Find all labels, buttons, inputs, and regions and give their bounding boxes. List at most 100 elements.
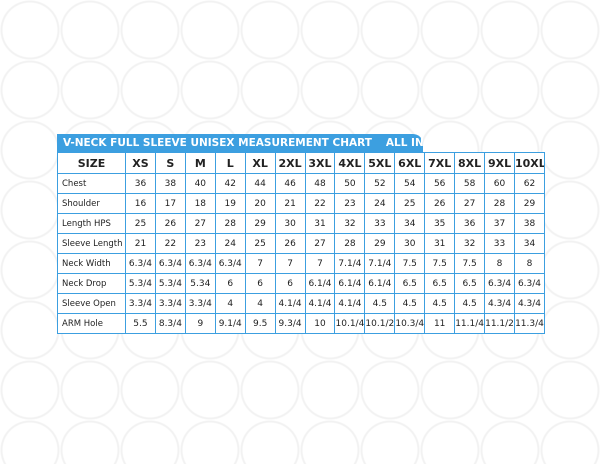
- cell: 4: [214, 293, 246, 314]
- cell: 30: [274, 213, 306, 234]
- cell: 6: [274, 273, 306, 294]
- column-header: M: [184, 152, 216, 174]
- cell: 8: [484, 253, 515, 274]
- cell: 6.5: [454, 273, 486, 294]
- cell: 28: [214, 213, 246, 234]
- cell: 33: [484, 233, 515, 254]
- cell: 4.3/4: [513, 293, 546, 314]
- title-tab: V-NECK FULL SLEEVE UNISEX MEASUREMENT CH…: [57, 134, 471, 152]
- cell: 6: [214, 273, 246, 294]
- cell: 6.3/4: [214, 253, 246, 274]
- cell: 46: [274, 173, 306, 194]
- row-label: Shoulder: [57, 193, 126, 214]
- cell: 20: [244, 193, 276, 214]
- cell: 6.3/4: [484, 273, 515, 294]
- column-header: 4XL: [334, 152, 366, 174]
- cell: 6.1/4: [304, 273, 336, 294]
- cell: 7.1/4: [334, 253, 366, 274]
- cell: 7: [274, 253, 306, 274]
- cell: 18: [184, 193, 216, 214]
- cell: 9.3/4: [274, 313, 306, 334]
- cell: 10.1/4: [334, 313, 366, 334]
- cell: 17: [154, 193, 186, 214]
- cell: 56: [424, 173, 456, 194]
- cell: 4.1/4: [304, 293, 336, 314]
- table-row: Length HPS 25 26 27 28 29 30 31 32 33 34 35 36 37 38: [57, 213, 546, 234]
- cell: 22: [304, 193, 336, 214]
- cell: 27: [304, 233, 336, 254]
- cell: 34: [513, 233, 546, 254]
- cell: 29: [364, 233, 396, 254]
- cell: 4.5: [364, 293, 396, 314]
- table-row: Sleeve Open 3.3/4 3.3/4 3.3/4 4 4 4.1/4 4.1/4 4.…: [57, 293, 546, 314]
- cell: 5.5: [125, 313, 156, 334]
- cell: 42: [214, 173, 246, 194]
- cell: 7.5: [394, 253, 426, 274]
- cell: 9.5: [244, 313, 276, 334]
- cell: 62: [513, 173, 546, 194]
- cell: 5.34: [184, 273, 216, 294]
- column-header: 7XL: [424, 152, 456, 174]
- cell: 6.5: [394, 273, 426, 294]
- cell: 4.5: [454, 293, 486, 314]
- cell: 11.1/2: [484, 313, 515, 334]
- cell: 10: [304, 313, 336, 334]
- cell: 7.1/4: [364, 253, 396, 274]
- cell: 6.3/4: [125, 253, 156, 274]
- cell: 26: [424, 193, 456, 214]
- cell: 27: [184, 213, 216, 234]
- cell: 7.5: [424, 253, 456, 274]
- size-table: SIZE XS S M L XL 2XL 3XL 4XL 5XL 6XL 7XL 8XL 9XL 10XL C…: [57, 152, 546, 334]
- cell: 3.3/4: [154, 293, 186, 314]
- cell: 54: [394, 173, 426, 194]
- cell: 4.5: [394, 293, 426, 314]
- cell: 44: [244, 173, 276, 194]
- cell: 7: [304, 253, 336, 274]
- cell: 25: [394, 193, 426, 214]
- column-header: 8XL: [454, 152, 486, 174]
- cell: 6.3/4: [184, 253, 216, 274]
- row-label: Chest: [57, 173, 126, 194]
- cell: 6.3/4: [154, 253, 186, 274]
- cell: 6.1/4: [364, 273, 396, 294]
- cell: 36: [125, 173, 156, 194]
- cell: 48: [304, 173, 336, 194]
- cell: 4.5: [424, 293, 456, 314]
- table-row: Chest 36 38 40 42 44 46 48 50 52 54 56 58 60 62: [57, 173, 546, 194]
- row-label: ARM Hole: [57, 313, 126, 334]
- table-row: Sleeve Length 21 22 23 24 25 26 27 28 29 30 31 32 33 3…: [57, 233, 546, 254]
- cell: 29: [513, 193, 546, 214]
- cell: 38: [513, 213, 546, 234]
- cell: 31: [424, 233, 456, 254]
- table-row: ARM Hole 5.5 8.3/4 9 9.1/4 9.5 9.3/4 10 10.1/4 10…: [57, 313, 546, 334]
- cell: 38: [154, 173, 186, 194]
- row-label: Length HPS: [57, 213, 126, 234]
- cell: 6: [244, 273, 276, 294]
- cell: 29: [244, 213, 276, 234]
- cell: 4.1/4: [274, 293, 306, 314]
- cell: 11: [424, 313, 456, 334]
- cell: 23: [184, 233, 216, 254]
- cell: 24: [214, 233, 246, 254]
- column-header: L: [214, 152, 246, 174]
- cell: 36: [454, 213, 486, 234]
- cell: 28: [484, 193, 515, 214]
- cell: 22: [154, 233, 186, 254]
- cell: 34: [394, 213, 426, 234]
- cell: 5.3/4: [125, 273, 156, 294]
- cell: 35: [424, 213, 456, 234]
- cell: 26: [274, 233, 306, 254]
- cell: 21: [274, 193, 306, 214]
- table-row: Shoulder 16 17 18 19 20 21 22 23 24 25 26 27 28 29: [57, 193, 546, 214]
- column-header: 9XL: [484, 152, 515, 174]
- column-header: 3XL: [304, 152, 336, 174]
- cell: 9.1/4: [214, 313, 246, 334]
- cell: 6.1/4: [334, 273, 366, 294]
- cell: 11.1/4: [454, 313, 486, 334]
- cell: 32: [454, 233, 486, 254]
- cell: 6.5: [424, 273, 456, 294]
- cell: 5.3/4: [154, 273, 186, 294]
- cell: 26: [154, 213, 186, 234]
- unit-note: ALL IN INCHES: [385, 137, 472, 149]
- cell: 16: [125, 193, 156, 214]
